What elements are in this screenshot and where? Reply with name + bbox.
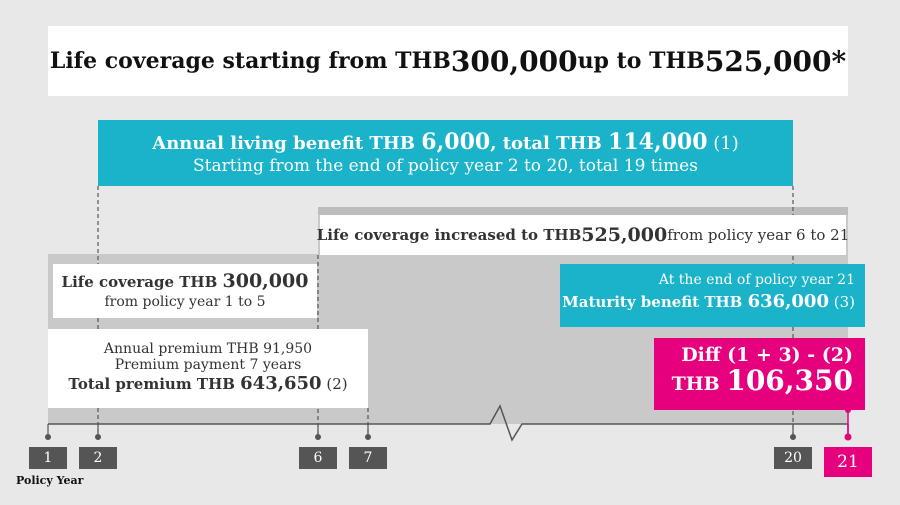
initial-coverage-period: from policy year 1 to 5	[104, 294, 266, 310]
page-title: Life coverage starting from THB 300,000 …	[48, 26, 848, 96]
increased-coverage-text: Life coverage increased to THB	[316, 226, 582, 244]
coverage-area-top-edge	[318, 207, 848, 215]
premium-term: Premium payment 7 years	[114, 357, 302, 373]
premium-box: Annual premium THB 91,950 Premium paymen…	[48, 329, 368, 408]
diff-amount: 106,350	[726, 364, 853, 397]
diff-formula: Diff (1 + 3) - (2)	[681, 344, 853, 366]
year-label-1: 1	[29, 447, 67, 469]
total-premium-label: Total premium THB	[68, 375, 241, 393]
diff-currency: THB	[671, 373, 727, 395]
total-premium-ref: (2)	[321, 375, 348, 393]
initial-coverage-amount: 300,000	[222, 270, 309, 292]
living-benefit-total: 114,000	[608, 129, 708, 155]
title-text-2: up to THB	[577, 48, 705, 74]
initial-coverage-label: Life coverage THB 300,000 from policy ye…	[53, 264, 317, 318]
title-text-1: Life coverage starting from THB	[49, 48, 451, 74]
annual-premium: Annual premium THB 91,950	[103, 341, 313, 357]
timeline-axis	[48, 404, 848, 442]
tick-dot-2	[95, 434, 101, 440]
total-premium-amount: 643,650	[240, 373, 322, 394]
tick-dot-20	[790, 434, 796, 440]
tick-dot-1	[45, 434, 51, 440]
increased-coverage-amount: 525,000	[581, 224, 668, 246]
increased-coverage-label: Life coverage increased to THB 525,000 f…	[316, 215, 850, 255]
living-benefit-label: Annual living benefit THB	[152, 133, 422, 154]
year-label-7: 7	[349, 447, 387, 469]
tick-dot-21	[844, 433, 852, 441]
maturity-benefit-box: At the end of policy year 21 Maturity be…	[560, 264, 865, 327]
diff-box: Diff (1 + 3) - (2) THB 106,350	[654, 338, 865, 410]
tick-dot-6	[315, 434, 321, 440]
living-benefit-banner: Annual living benefit THB 6,000, total T…	[98, 120, 793, 186]
living-benefit-ref: (1)	[707, 133, 739, 154]
living-benefit-amount: 6,000	[421, 129, 491, 155]
maturity-label: Maturity benefit THB	[562, 293, 748, 311]
year-label-2: 2	[79, 447, 117, 469]
year-label-6: 6	[299, 447, 337, 469]
increased-coverage-period: from policy year 6 to 21	[667, 226, 850, 244]
policy-year-axis-label: Policy Year	[16, 474, 84, 487]
living-benefit-period: Starting from the end of policy year 2 t…	[193, 156, 698, 176]
title-amount-start: 300,000	[450, 44, 578, 78]
year-label-21: 21	[824, 447, 872, 477]
initial-coverage-text: Life coverage THB	[61, 273, 223, 291]
maturity-ref: (3)	[828, 293, 855, 311]
year-label-20: 20	[774, 447, 812, 469]
maturity-timing: At the end of policy year 21	[658, 272, 855, 288]
tick-dot-7	[365, 434, 371, 440]
living-benefit-total-label: , total THB	[490, 133, 609, 154]
title-amount-end: 525,000*	[704, 44, 847, 78]
maturity-amount: 636,000	[747, 291, 829, 312]
